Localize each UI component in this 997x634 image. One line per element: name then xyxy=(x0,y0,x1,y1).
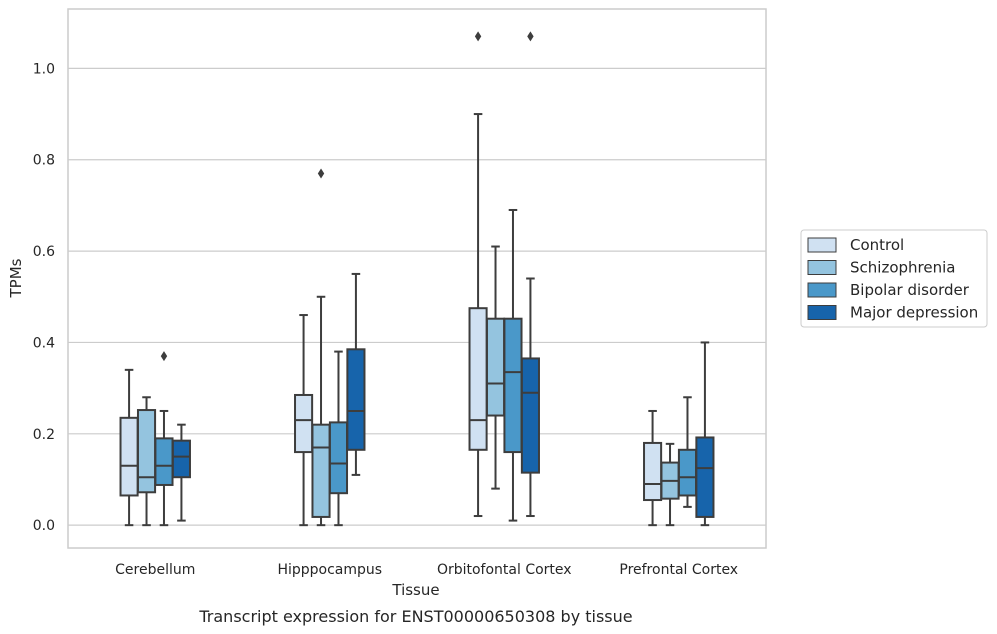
box-body xyxy=(136,409,157,494)
y-axis-label: TPMs xyxy=(7,258,25,298)
legend-label: Bipolar disorder xyxy=(850,281,970,299)
y-tick-label: 1.0 xyxy=(33,61,55,77)
box-body xyxy=(643,441,663,502)
x-tick-label: Hipppocampus xyxy=(277,562,382,578)
box-body xyxy=(520,357,540,474)
box-group xyxy=(346,272,366,476)
box-body xyxy=(311,423,331,518)
box-body xyxy=(328,421,349,495)
box-body xyxy=(154,437,174,486)
boxes-layer xyxy=(119,31,715,527)
box-body xyxy=(294,393,314,454)
box-group xyxy=(660,442,680,527)
legend-label: Control xyxy=(850,236,904,254)
box-group xyxy=(643,409,663,527)
outlier-marker xyxy=(317,168,325,179)
x-tick-label: Cerebellum xyxy=(115,562,195,578)
y-tick-label: 0.6 xyxy=(33,244,55,260)
legend-label: Major depression xyxy=(850,304,978,322)
outlier-marker xyxy=(527,31,534,42)
legend-frame xyxy=(800,229,988,328)
y-tick-label: 0.8 xyxy=(33,153,55,169)
box-body xyxy=(468,307,488,451)
box-group xyxy=(328,350,349,527)
y-tick-label: 0.0 xyxy=(33,518,55,534)
y-tick-label: 0.4 xyxy=(33,335,55,351)
box-body xyxy=(503,317,523,454)
chart-caption: Transcript expression for ENST0000065030… xyxy=(198,607,632,626)
y-tick-labels: 0.0 0.2 0.4 0.6 0.8 1.0 xyxy=(33,61,55,534)
box-body xyxy=(171,439,191,479)
outlier-marker xyxy=(474,31,482,42)
x-axis-label: Tissue xyxy=(391,581,439,599)
y-tick-label: 0.2 xyxy=(33,427,55,443)
box-group xyxy=(520,31,540,518)
box-group xyxy=(171,423,191,522)
legend-swatch xyxy=(807,305,837,320)
box-body xyxy=(677,448,698,497)
legend-swatch xyxy=(807,282,837,298)
box-body xyxy=(346,348,366,451)
legend-swatch xyxy=(807,260,837,275)
x-tick-label: Orbitofontal Cortex xyxy=(437,562,572,578)
box-body xyxy=(695,436,715,518)
legend: Control Schizophrenia Bipolar disorder Majo… xyxy=(800,229,988,328)
legend-label: Schizophrenia xyxy=(850,259,955,277)
x-tick-label: Prefrontal Cortex xyxy=(619,562,738,578)
outlier-marker xyxy=(160,351,168,362)
box-group xyxy=(294,314,314,527)
x-tick-labels: Cerebellum Hipppocampus Orbitofontal Corte… xyxy=(115,562,738,578)
box-body xyxy=(119,416,139,497)
box-body xyxy=(485,317,506,417)
legend-swatch xyxy=(807,237,837,253)
box-group xyxy=(695,341,715,527)
